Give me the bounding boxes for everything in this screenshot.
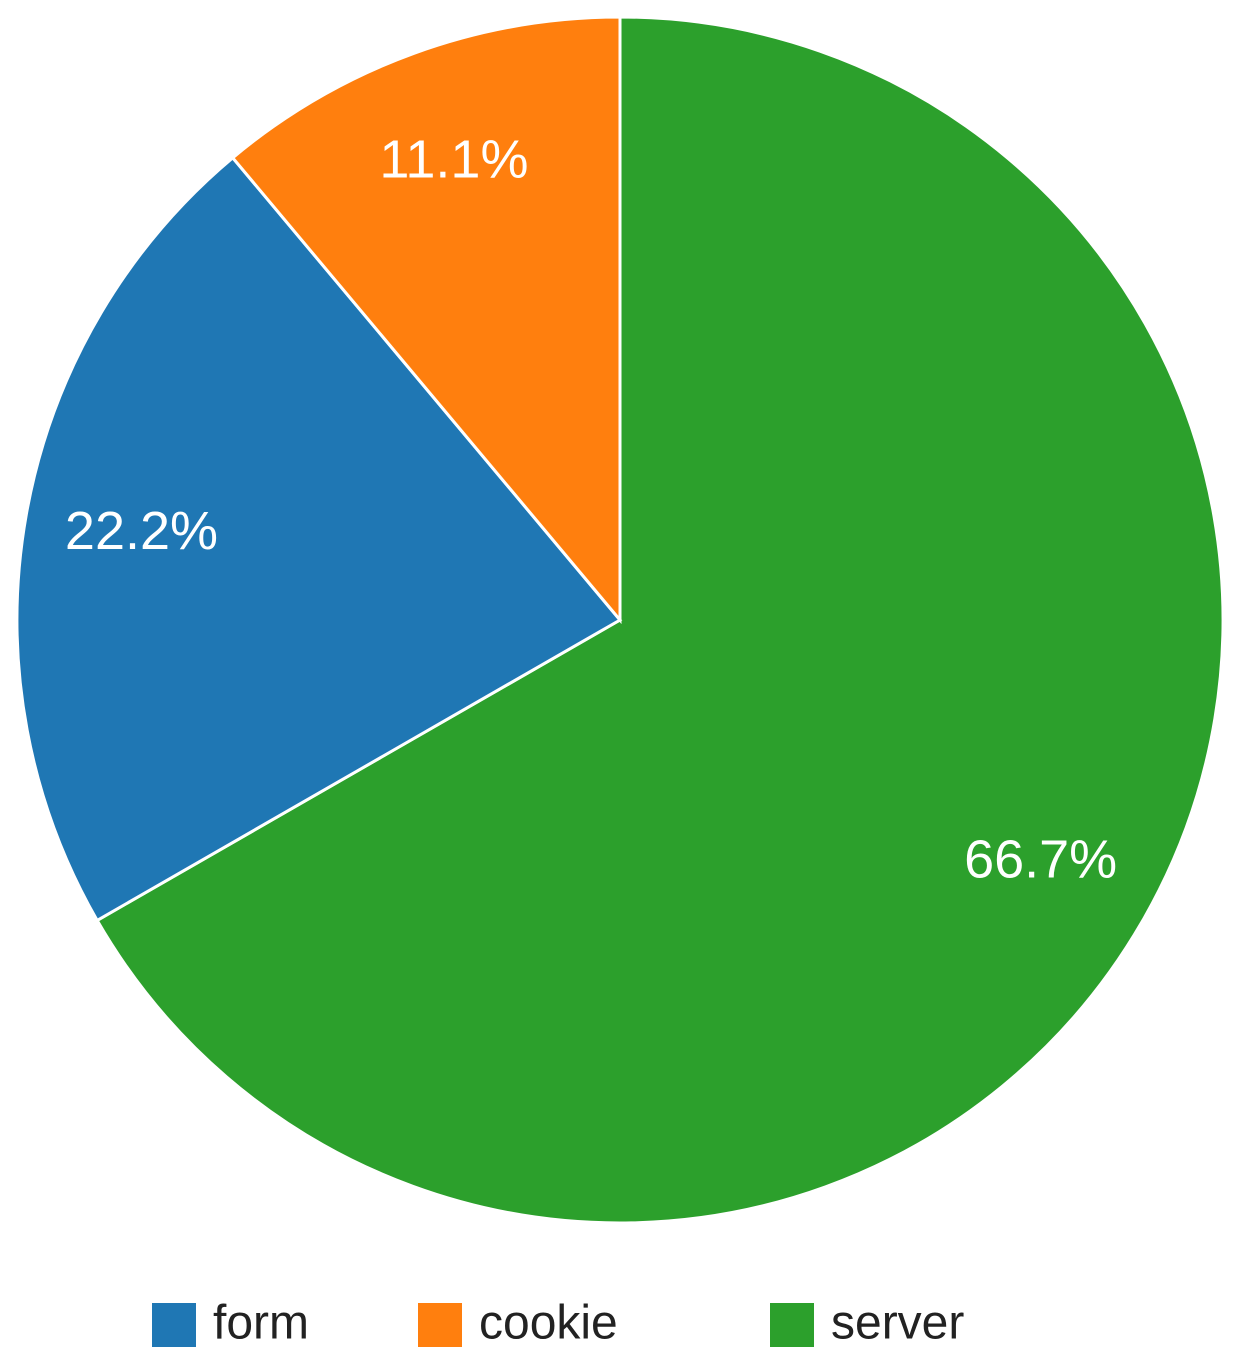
legend-label: server <box>831 1297 964 1350</box>
legend-swatch <box>152 1303 196 1347</box>
pie-slice <box>95 15 1225 1225</box>
value-label: 11.1% <box>379 130 528 190</box>
pie-slice <box>15 155 623 923</box>
legend-swatch <box>418 1303 462 1347</box>
legend-label: form <box>213 1297 309 1350</box>
value-label: 22.2% <box>65 501 218 561</box>
value-label: 66.7% <box>964 830 1117 890</box>
legend-swatch <box>770 1303 814 1347</box>
legend-label: cookie <box>479 1297 618 1350</box>
pie-slice <box>230 15 622 625</box>
